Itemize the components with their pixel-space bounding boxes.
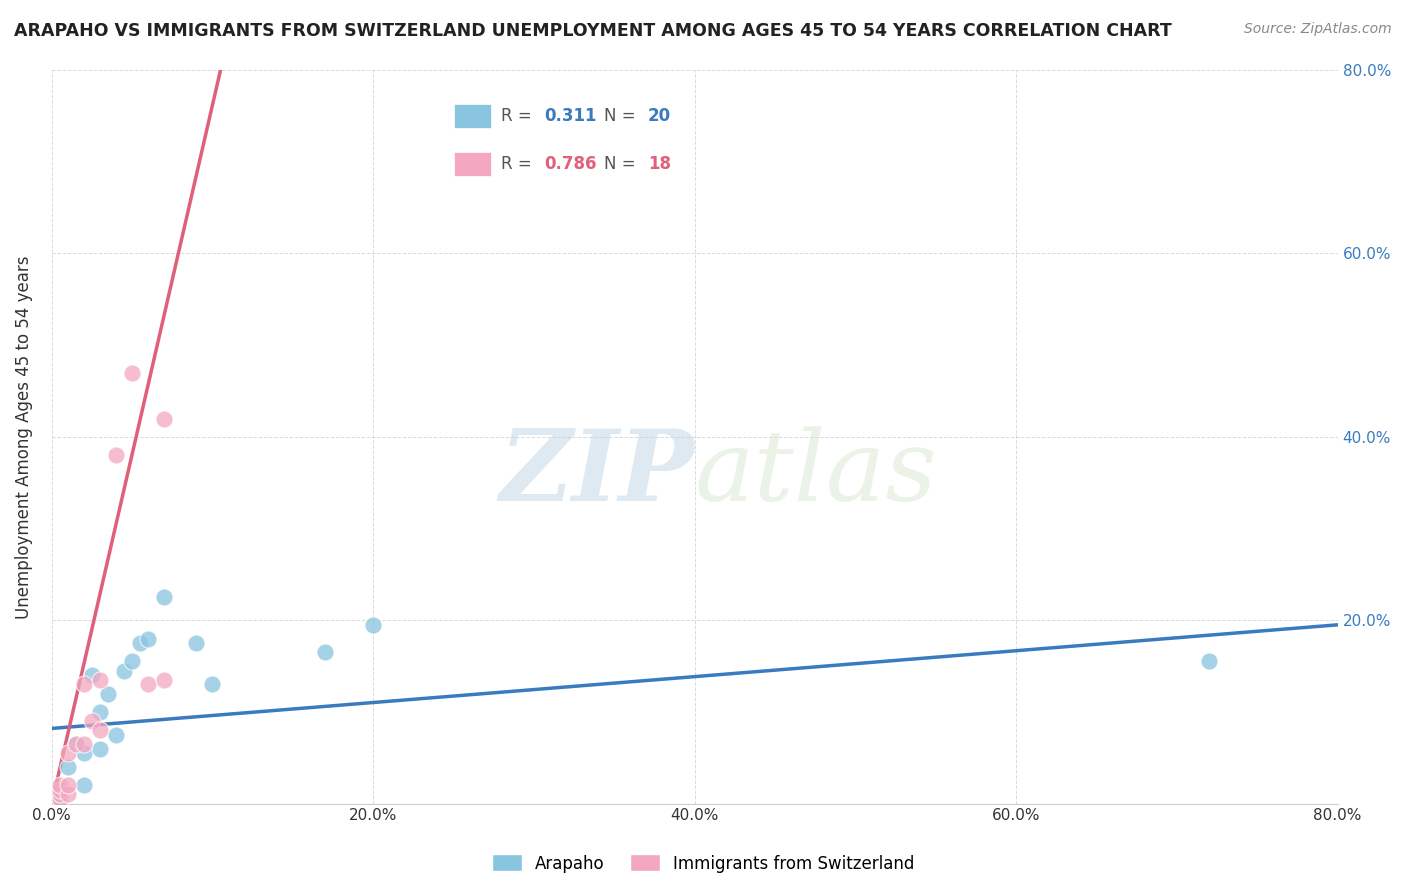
Point [73, 677, 96, 691]
Point [314, 645, 336, 659]
Point [49, 792, 72, 806]
Point [49, 792, 72, 806]
Text: ZIP: ZIP [499, 425, 695, 522]
Point [153, 411, 176, 425]
Point [136, 632, 159, 646]
Point [89, 723, 111, 738]
Point [112, 664, 135, 678]
Point [121, 655, 143, 669]
Point [153, 673, 176, 687]
Point [121, 366, 143, 380]
Point [201, 677, 224, 691]
Point [49, 782, 72, 797]
Point [49, 788, 72, 802]
Point [65, 737, 87, 751]
Point [65, 737, 87, 751]
Point [89, 673, 111, 687]
Text: atlas: atlas [695, 425, 938, 521]
Point [56, 788, 79, 802]
Point [105, 448, 128, 462]
Point [80, 714, 103, 728]
Point [153, 591, 176, 605]
Point [361, 617, 384, 632]
Point [129, 636, 152, 650]
Point [80, 668, 103, 682]
Point [56, 746, 79, 760]
Point [136, 677, 159, 691]
Point [73, 746, 96, 760]
Point [97, 687, 120, 701]
Point [89, 741, 111, 756]
Point [56, 760, 79, 774]
Point [56, 778, 79, 792]
Text: Source: ZipAtlas.com: Source: ZipAtlas.com [1244, 22, 1392, 37]
Point [73, 778, 96, 792]
Legend: Arapaho, Immigrants from Switzerland: Arapaho, Immigrants from Switzerland [485, 847, 921, 880]
Point [105, 728, 128, 742]
Point [89, 705, 111, 719]
Y-axis label: Unemployment Among Ages 45 to 54 years: Unemployment Among Ages 45 to 54 years [15, 255, 32, 618]
Point [1198, 655, 1220, 669]
Point [49, 778, 72, 792]
Point [186, 636, 208, 650]
Point [73, 737, 96, 751]
Text: ARAPAHO VS IMMIGRANTS FROM SWITZERLAND UNEMPLOYMENT AMONG AGES 45 TO 54 YEARS CO: ARAPAHO VS IMMIGRANTS FROM SWITZERLAND U… [14, 22, 1171, 40]
